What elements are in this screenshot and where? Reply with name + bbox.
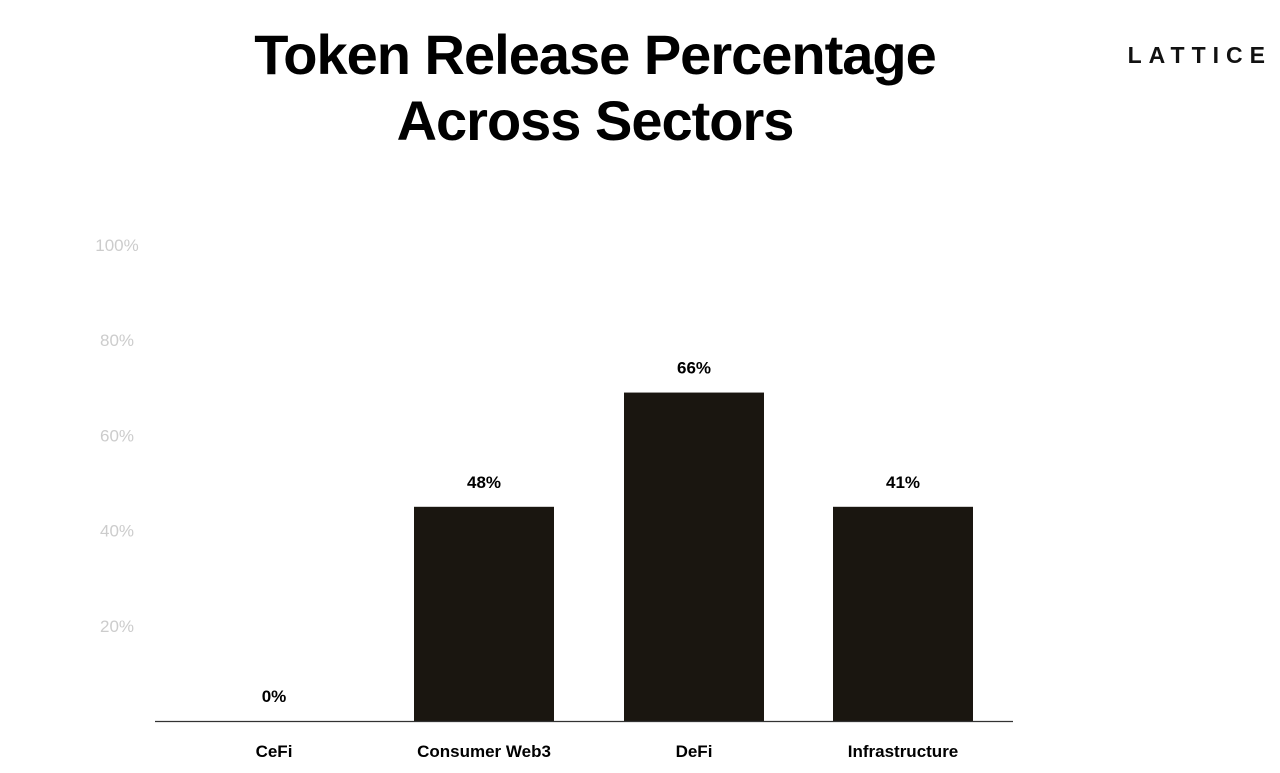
chart-title-line-1: Token Release Percentage [254, 23, 937, 86]
x-tick-label: CeFi [256, 742, 293, 761]
data-label: 48% [467, 473, 501, 492]
chart-title-line-2: Across Sectors [396, 89, 795, 152]
data-label: 0% [262, 687, 287, 706]
x-tick-label: Consumer Web3 [417, 742, 551, 761]
data-label: 41% [886, 473, 920, 492]
brand-logo: LATTICE [1127, 42, 1272, 68]
chart-title: Token Release Percentage Across Sectors [140, 22, 1050, 154]
x-tick-label: Infrastructure [848, 742, 959, 761]
y-tick-label: 80% [100, 331, 134, 350]
y-tick-label: 20% [100, 617, 134, 636]
data-label: 66% [677, 359, 711, 378]
bar-infrastructure [833, 506, 973, 721]
bar-consumer-web3 [414, 506, 554, 721]
x-tick-label: DeFi [676, 742, 713, 761]
y-tick-label: 100% [95, 236, 138, 255]
bar-defi [624, 392, 764, 721]
y-tick-label: 40% [100, 522, 134, 541]
y-tick-label: 60% [100, 426, 134, 445]
